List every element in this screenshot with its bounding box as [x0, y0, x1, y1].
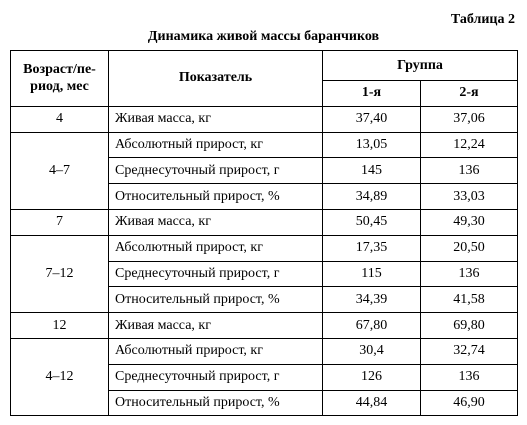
value-cell: 145 [322, 157, 421, 185]
value-cell: 136 [419, 363, 519, 391]
header-cell: Показатель [108, 50, 323, 107]
value-cell: 17,35 [322, 234, 421, 262]
data-row: Относительный прирост, % 34,89 33,03 [11, 183, 519, 210]
indicator-cell: Относительный прирост, % [108, 389, 323, 417]
period-cell: 7–12 [10, 234, 109, 314]
value-cell: 37,06 [419, 105, 519, 133]
data-row: 12 Живая масса, кг 67,80 69,80 [10, 312, 519, 339]
value-cell: 34,39 [322, 286, 421, 314]
data-row: 7–12 Абсолютный прирост, кг 17,35 20,50 [10, 234, 519, 314]
value-cell: 136 [419, 157, 519, 185]
value-cell: 33,03 [419, 183, 519, 210]
value-cell: 44,84 [322, 389, 421, 417]
data-row: 4–12 Абсолютный прирост, кг 30,4 32,74 [10, 337, 519, 417]
period-cell: 4–7 [10, 131, 109, 210]
indicator-cell: Среднесуточный прирост, г [108, 157, 323, 185]
value-cell: 126 [322, 363, 421, 391]
period-cell: 12 [10, 312, 109, 339]
value-cell: 41,58 [419, 286, 519, 314]
value-cell: 30,4 [322, 337, 421, 365]
data-row: Относительный прирост, % 34,39 41,58 [11, 286, 519, 314]
data-row: 4 Живая масса, кг 37,40 37,06 [10, 105, 519, 133]
value-cell: 50,45 [322, 208, 421, 236]
value-cell: 115 [322, 260, 421, 288]
value-cell: 32,74 [419, 337, 519, 365]
value-cell: 34,89 [322, 183, 421, 210]
header-cell: Возраст/пе-риод, мес [10, 50, 109, 107]
data-row: Среднесуточный прирост, г 126 136 [11, 363, 519, 391]
value-cell: 13,05 [322, 131, 421, 159]
table-head: Возраст/пе-риод, мес Показатель Группа 1… [10, 50, 519, 107]
indicator-cell: Относительный прирост, % [108, 183, 323, 210]
table-body: 4 Живая масса, кг 37,40 37,06 4–7 Абсолютный … [10, 105, 519, 417]
data-row: Среднесуточный прирост, г 145 136 [11, 157, 519, 185]
period-cell: 4 [10, 105, 109, 133]
value-cell: 37,40 [322, 105, 421, 133]
data-row: 4–7 Абсолютный прирост, кг 13,05 12,24 [10, 131, 519, 210]
header-cell: Группа [321, 50, 519, 81]
indicator-cell: Живая масса, кг [108, 105, 323, 133]
value-cell: 20,50 [419, 234, 519, 262]
header-row: Возраст/пе-риод, мес Показатель Группа [10, 50, 519, 107]
indicator-cell: Абсолютный прирост, кг [108, 131, 323, 159]
data-row: Среднесуточный прирост, г 115 136 [11, 260, 519, 288]
header-row: 1-я 2-я [11, 80, 519, 107]
value-cell: 67,80 [322, 312, 421, 339]
header-cell: 2-я [419, 80, 519, 107]
value-cell: 46,90 [419, 389, 519, 417]
value-cell: 49,30 [419, 208, 519, 236]
data-table: Возраст/пе-риод, мес Показатель Группа 1… [10, 50, 519, 417]
indicator-cell: Живая масса, кг [108, 208, 323, 236]
indicator-cell: Живая масса, кг [108, 312, 323, 339]
value-cell: 69,80 [419, 312, 519, 339]
table-title: Динамика живой массы баранчиков [147, 29, 380, 44]
indicator-cell: Абсолютный прирост, кг [108, 337, 323, 365]
value-cell: 136 [419, 260, 519, 288]
period-cell: 7 [10, 208, 109, 236]
data-row: Относительный прирост, % 44,84 46,90 [11, 389, 519, 417]
indicator-cell: Относительный прирост, % [108, 286, 323, 314]
indicator-cell: Среднесуточный прирост, г [108, 260, 323, 288]
indicator-cell: Среднесуточный прирост, г [108, 363, 323, 391]
data-row: 7 Живая масса, кг 50,45 49,30 [10, 208, 519, 236]
table-caption: Таблица 2 [450, 12, 515, 27]
header-cell: 1-я [322, 80, 421, 107]
period-cell: 4–12 [10, 337, 109, 417]
indicator-cell: Абсолютный прирост, кг [108, 234, 323, 262]
value-cell: 12,24 [419, 131, 519, 159]
